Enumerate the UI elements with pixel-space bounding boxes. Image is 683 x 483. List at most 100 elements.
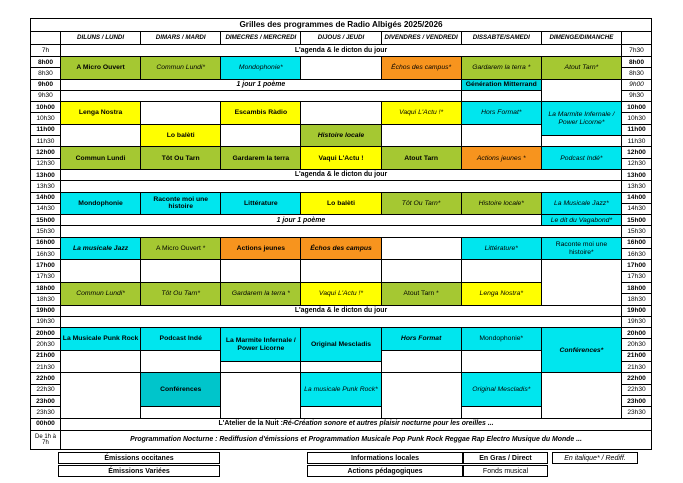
program-cell: Littérature* (461, 237, 542, 261)
empty-cell (301, 57, 382, 80)
time-label-right: 20h30 (622, 339, 652, 351)
program-cell: Histoire locale (301, 124, 382, 148)
day-header: DISSABTE/SAMEDI (461, 32, 542, 45)
time-label-right: 9h30 (622, 90, 652, 103)
schedule-grid: Grilles des programmes de Radio Albigés … (30, 18, 652, 450)
time-label-left: 18h00 (31, 282, 61, 295)
program-cell: A Micro Ouvert * (141, 237, 222, 261)
program-cell: Conférences* (541, 328, 622, 374)
program-cell: Vaqui L'Actu !* (381, 102, 462, 125)
time-label-right: 8h00 (622, 57, 652, 69)
program-cell: Actions jeunes * (461, 147, 542, 170)
empty-cell (541, 79, 622, 103)
time-label-left: 10h30 (31, 113, 61, 125)
empty-cell (301, 362, 382, 374)
empty-cell (381, 237, 462, 261)
program-cell: Hors Format* (461, 102, 542, 125)
time-label-right: 11h00 (622, 124, 652, 137)
program-cell: Histoire locale* (461, 192, 542, 216)
empty-cell (541, 136, 622, 148)
program-cell: Gardarem la terra * (461, 57, 542, 80)
program-cell: Mondophonie (61, 192, 142, 216)
time-label-right: 10h00 (622, 102, 652, 114)
empty-cell (381, 350, 462, 374)
legend-actions-pedagogiques: Actions pédagogiques (307, 465, 463, 477)
header-spacer-right (622, 32, 652, 45)
program-cell: Tôt Ou Tarn* (381, 192, 462, 216)
program-cell: Atout Tarn* (541, 57, 622, 80)
empty-band-row (61, 316, 622, 329)
empty-cell (61, 260, 142, 283)
legend-en-italique-rediff: En italique* / Rediff. (552, 452, 638, 464)
program-cell: Tôt Ou Tarn* (141, 282, 222, 306)
time-label-left: 9h30 (31, 90, 61, 103)
time-label-left: 8h00 (31, 57, 61, 69)
program-cell: Commun Lundi* (61, 282, 142, 306)
atelier-lead: L'Atelier de la Nuit : (218, 420, 283, 428)
time-label-right: 13h00 (622, 169, 652, 182)
time-label-left: 12h30 (31, 158, 61, 170)
empty-cell (221, 124, 302, 148)
program-cell: Conférences (141, 373, 222, 408)
program-cell: Lo balèti (141, 124, 222, 148)
empty-cell (61, 373, 142, 419)
empty-cell (381, 124, 462, 148)
time-label-left: De 1h à 7h (31, 430, 61, 450)
band-row: 1 jour 1 poème (61, 79, 462, 91)
time-label-right: 12h30 (622, 158, 652, 170)
time-label-right: 13h30 (622, 181, 652, 193)
time-label-left: 15h30 (31, 226, 61, 238)
time-label-left: 14h00 (31, 192, 61, 204)
time-label-left: 14h30 (31, 203, 61, 216)
program-cell: Mondophonie* (221, 57, 302, 80)
night-label-line: 7h (42, 439, 49, 446)
time-label-right: 12h00 (622, 147, 652, 159)
time-label-left: 11h30 (31, 136, 61, 148)
time-label-right: 19h30 (622, 316, 652, 329)
time-label-left: 20h30 (31, 339, 61, 351)
empty-cell (301, 102, 382, 125)
program-cell: Atout Tarn * (381, 282, 462, 306)
program-cell: La Marmite Infernale / Power Licorne (221, 328, 302, 363)
day-header: DIMENGE/DIMANCHE (541, 32, 622, 45)
legend-fonds-musical: Fonds musical (463, 465, 548, 477)
program-cell: La Musicale Jazz* (541, 192, 622, 216)
program-cell: Raconte moi une histoire (141, 192, 222, 216)
time-label-right: 9h00 (622, 79, 652, 91)
time-label-right: 20h00 (622, 328, 652, 340)
time-label-left: 10h00 (31, 102, 61, 114)
empty-cell (61, 350, 142, 374)
time-label-right: 7h30 (622, 45, 652, 57)
program-cell: Mondophonie* (461, 328, 542, 351)
program-cell: Commun Lundi (61, 147, 142, 170)
program-cell: Original Mescladis* (461, 373, 542, 408)
time-label-left: 22h00 (31, 373, 61, 385)
time-label-left: 8h30 (31, 68, 61, 80)
program-cell: Original Mescladis (301, 328, 382, 363)
time-label-left: 19h30 (31, 316, 61, 329)
day-header: DIMARS / MARDI (141, 32, 222, 45)
time-label-left: 19h00 (31, 305, 61, 317)
time-label-right: 15h30 (622, 226, 652, 238)
empty-cell (301, 260, 382, 283)
atelier-rest: Ré-Création sonore et autres plaisir noc… (282, 420, 494, 428)
time-label-right: 14h30 (622, 203, 652, 216)
program-cell: La Musicale Punk Rock (61, 328, 142, 351)
empty-cell (461, 124, 542, 148)
legend-label: Actions pédagogiques (347, 467, 423, 475)
empty-cell (141, 102, 222, 125)
empty-cell (221, 362, 302, 374)
program-cell: Lenga Nostra* (461, 282, 542, 306)
program-cell: Podcast Indé* (541, 147, 622, 170)
time-label-right: 16h30 (622, 249, 652, 261)
time-label-left: 17h00 (31, 260, 61, 272)
band-row: L'agenda & le dicton du jour (61, 169, 622, 182)
band-row: L'agenda & le dicton du jour (61, 305, 622, 317)
program-cell: Gardarem la terra * (221, 282, 302, 306)
schedule-title: Grilles des programmes de Radio Albigés … (31, 19, 652, 32)
time-label-right: 18h30 (622, 294, 652, 306)
legend-emissions-variees: Émissions Variées (58, 465, 220, 477)
header-spacer-left (31, 32, 61, 45)
legend-label: En Gras / Direct (479, 454, 532, 462)
time-label-right: 10h30 (622, 113, 652, 125)
